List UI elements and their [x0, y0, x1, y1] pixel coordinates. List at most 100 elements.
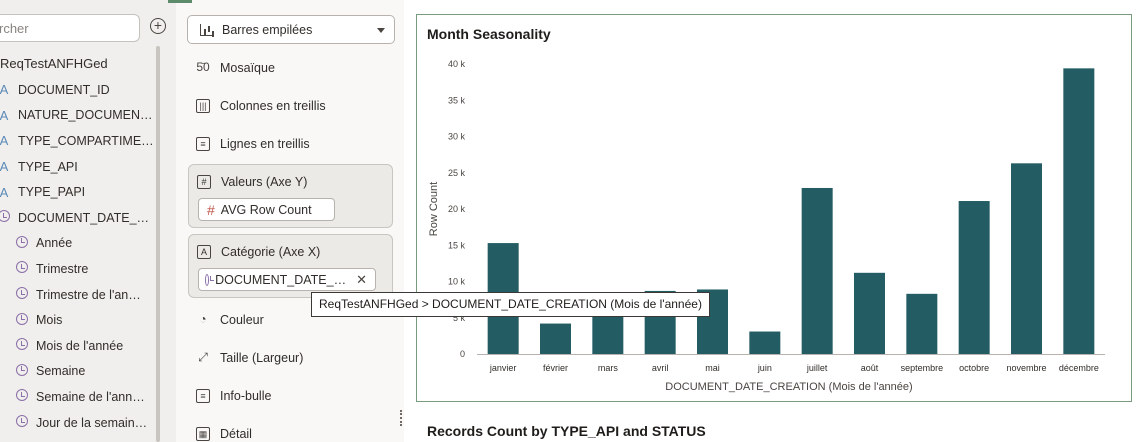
data-element[interactable]: A TYPE_API — [0, 154, 158, 180]
trellis-rows-icon: ≡ — [196, 137, 210, 151]
data-element-label: Mois — [36, 313, 63, 328]
measure-pill[interactable]: # AVG Row Count — [198, 198, 335, 221]
remove-pill-icon[interactable]: ✕ — [356, 271, 367, 287]
bar[interactable] — [1063, 68, 1095, 354]
size-drop[interactable]: ⤢ Taille (Largeur) — [196, 348, 303, 368]
data-element[interactable]: A DOCUMENT_ID — [0, 77, 158, 103]
add-data-icon[interactable]: + — [150, 18, 166, 34]
chart-type-label: Barres empilées — [222, 22, 313, 37]
clock-icon — [205, 273, 215, 286]
y-tick-label: 20 k — [448, 204, 466, 214]
data-element[interactable]: Trimestre — [0, 256, 158, 282]
data-element[interactable]: A NATURE_DOCUMEN… — [0, 103, 158, 129]
data-element-label: Trimestre de l'an… — [36, 287, 141, 302]
category-pill[interactable]: DOCUMENT_DATE_… ✕ — [198, 268, 376, 291]
data-element-label: DOCUMENT_DATE_… — [18, 210, 150, 225]
bar[interactable] — [906, 293, 938, 354]
data-element[interactable]: Mois de l'année — [0, 333, 158, 359]
detail-icon: ▦ — [196, 427, 210, 441]
data-element[interactable]: Jour de la semain… — [0, 410, 158, 436]
category-pill-label: DOCUMENT_DATE_… — [215, 272, 347, 287]
y-tick-label: 15 k — [448, 240, 466, 250]
data-element[interactable]: A TYPE_COMPARTIME… — [0, 128, 158, 154]
measure-icon: # — [207, 201, 215, 218]
data-panel-scrollbar[interactable] — [156, 46, 160, 442]
trellis-rows-drop[interactable]: ≡ Lignes en treillis — [196, 134, 310, 154]
bar[interactable] — [958, 201, 990, 354]
active-tab-indicator — [168, 0, 192, 3]
mosaic-icon: 5̄0 — [196, 60, 210, 74]
detail-drop[interactable]: ▦ Détail — [196, 424, 252, 442]
data-element-label: TYPE_PAPI — [18, 185, 86, 200]
bar[interactable] — [854, 272, 885, 354]
data-element-label: Jour de la semain… — [36, 415, 148, 430]
y-tick-label: 5 k — [453, 313, 466, 323]
data-element[interactable]: Semaine de l'ann… — [0, 384, 158, 410]
x-tick-label: février — [543, 363, 568, 373]
chart-type-select[interactable]: Barres empilées — [187, 15, 395, 44]
clock-icon — [14, 363, 30, 379]
bar[interactable] — [1011, 163, 1042, 354]
text-attribute-icon: A — [0, 184, 9, 200]
data-element-label: Semaine — [36, 364, 86, 379]
trellis-rows-label: Lignes en treillis — [220, 137, 310, 151]
text-a-icon: A — [197, 245, 211, 259]
x-tick-label: avril — [652, 363, 669, 373]
data-element[interactable]: A TYPE_PAPI — [0, 179, 158, 205]
data-element[interactable]: Trimestre de l'an… — [0, 282, 158, 308]
x-axis-title: DOCUMENT_DATE_CREATION (Mois de l'année) — [665, 381, 912, 393]
x-tick-label: juin — [757, 363, 772, 373]
chevron-down-icon — [377, 28, 385, 33]
bar[interactable] — [592, 313, 624, 354]
data-element-tree: A DOCUMENT_ID A NATURE_DOCUMEN… A TYPE_COMPAR… — [0, 77, 158, 435]
mosaic-label: Mosaïque — [220, 61, 275, 75]
x-tick-label: décembre — [1059, 363, 1099, 373]
search-field[interactable] — [0, 14, 140, 42]
clock-icon — [14, 312, 30, 328]
data-element[interactable]: Mois — [0, 307, 158, 333]
data-element-label: Année — [36, 236, 73, 251]
bar[interactable] — [801, 187, 833, 354]
y-axis-title: Row Count — [428, 182, 440, 236]
data-element-label: TYPE_API — [18, 159, 78, 174]
y-tick-label: 35 k — [448, 95, 466, 105]
data-element[interactable]: DOCUMENT_DATE_… — [0, 205, 158, 231]
trellis-columns-label: Colonnes en treillis — [220, 99, 326, 113]
hash-icon: # — [197, 175, 211, 189]
clock-icon — [14, 287, 30, 302]
trellis-columns-drop[interactable]: ||| Colonnes en treillis — [196, 96, 326, 116]
text-attribute-icon: A — [0, 133, 9, 149]
tooltip-drop[interactable]: ≡ Info-bulle — [196, 386, 271, 406]
palette-icon: ◔ — [199, 312, 207, 326]
data-panel: + ReqTestANFHGed A DOCUMENT_ID A NATURE_DOC… — [0, 0, 176, 442]
panel-resize-handle[interactable] — [400, 410, 402, 426]
mosaic-drop[interactable]: 5̄0 Mosaïque — [196, 58, 275, 78]
chart-card[interactable]: Month Seasonality 0 5 k 10 k 15 k 20 k 25 k 30… — [416, 14, 1132, 402]
text-attribute-icon: A — [0, 82, 9, 98]
bar[interactable] — [540, 323, 571, 354]
x-tick-label: mai — [705, 363, 720, 373]
measure-pill-label: AVG Row Count — [220, 202, 312, 217]
category-x-zone[interactable]: A Catégorie (Axe X) DOCUMENT_DATE_… ✕ — [188, 234, 393, 298]
trellis-columns-icon: ||| — [196, 99, 210, 113]
color-drop[interactable]: ◔ Couleur — [196, 310, 263, 330]
clock-icon — [0, 210, 12, 225]
x-tick-label: octobre — [959, 363, 989, 373]
values-y-zone[interactable]: # Valeurs (Axe Y) # AVG Row Count — [188, 164, 393, 228]
data-element-label: DOCUMENT_ID — [18, 82, 110, 97]
y-tick-label: 40 k — [448, 59, 466, 69]
grammar-panel: Barres empilées 5̄0 Mosaïque ||| Colonne… — [176, 0, 404, 442]
data-element[interactable]: Semaine — [0, 359, 158, 385]
clock-icon — [14, 415, 30, 430]
dataset-name[interactable]: ReqTestANFHGed — [0, 56, 108, 71]
text-attribute-icon: A — [0, 107, 9, 123]
detail-label: Détail — [220, 427, 252, 441]
search-input[interactable] — [0, 15, 139, 41]
category-x-label: Catégorie (Axe X) — [221, 245, 321, 259]
size-label: Taille (Largeur) — [220, 351, 304, 365]
data-element[interactable]: Année — [0, 231, 158, 257]
y-tick-label: 30 k — [448, 132, 466, 142]
values-y-label: Valeurs (Axe Y) — [221, 175, 308, 189]
bar[interactable] — [749, 331, 781, 354]
